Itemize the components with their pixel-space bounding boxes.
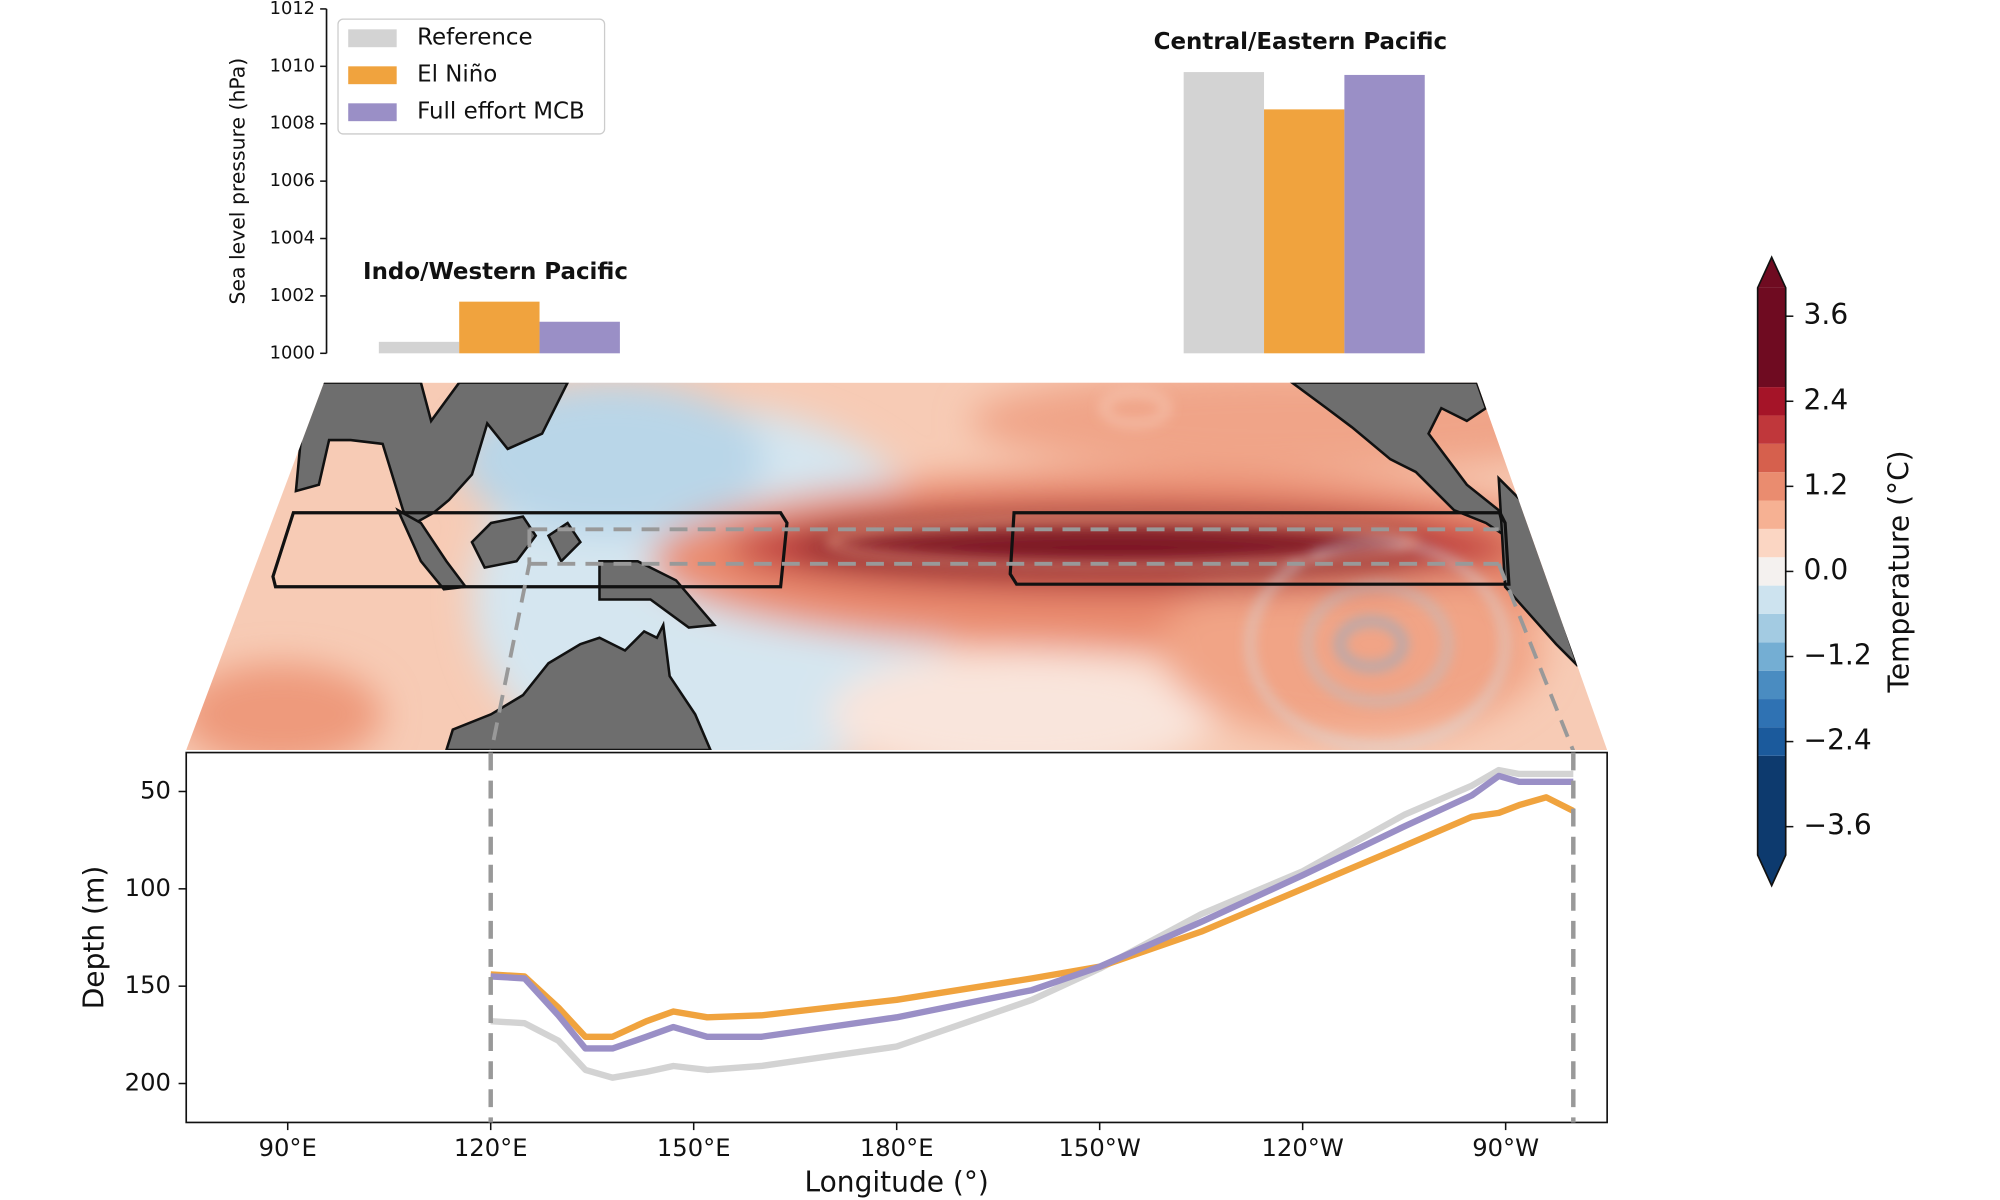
colorbar-band [1757, 699, 1786, 728]
colorbar-extend [1757, 855, 1786, 886]
bar [1264, 109, 1345, 354]
y-tick-label: 1010 [270, 55, 315, 76]
series-line [490, 766, 1574, 1081]
plot-area [185, 751, 1608, 1124]
colorbar-label: Temperature (°C) [1883, 450, 1916, 693]
colorbar-band [1757, 472, 1786, 501]
y-tick-label: 1012 [270, 0, 315, 19]
colorbar-band [1757, 287, 1786, 388]
colorbar-tick-label: 0.0 [1804, 553, 1849, 586]
legend-frame [337, 18, 606, 135]
x-tick-label: 150°W [1059, 1134, 1141, 1162]
x-tick-label: 90°E [259, 1134, 317, 1162]
y-tick-label: 1008 [270, 113, 315, 134]
legend-swatch [348, 29, 397, 48]
colorbar-tick-label: 3.6 [1804, 298, 1849, 331]
y-axis-label: Sea level pressure (hPa) [226, 58, 250, 305]
x-tick-label: 120°W [1262, 1134, 1344, 1162]
colorbar-extend [1757, 257, 1786, 288]
category-label: Indo/Western Pacific [363, 259, 628, 285]
legend: Reference El Niño Full effort MCB [337, 18, 606, 135]
legend-swatch [348, 103, 397, 122]
colorbar-band [1757, 500, 1786, 529]
colorbar-band [1757, 387, 1786, 416]
colorbar-band [1757, 670, 1786, 700]
legend-swatch [348, 66, 397, 85]
colorbar-band [1757, 443, 1786, 473]
legend-label: Full effort MCB [417, 99, 585, 125]
x-tick-label: 90°W [1472, 1134, 1539, 1162]
bar [539, 321, 620, 354]
colorbar-tick-label: 1.2 [1804, 468, 1849, 501]
colorbar-band [1757, 415, 1786, 444]
x-tick-label: 180°E [860, 1134, 934, 1162]
colorbar-band [1757, 585, 1786, 614]
legend-label: Reference [417, 25, 533, 51]
colorbar-band [1757, 755, 1786, 856]
series-line [490, 772, 1574, 1052]
y-axis-label: Depth (m) [78, 866, 111, 1010]
colorbar-tick-label: −3.6 [1804, 809, 1872, 842]
y-tick-label: 100 [125, 874, 171, 902]
map [186, 382, 1608, 751]
y-tick-label: 1004 [270, 228, 315, 249]
transect-box [489, 527, 1576, 751]
colorbar-tick-label: −1.2 [1804, 639, 1872, 672]
colorbar-band [1757, 528, 1786, 558]
x-axis-label: Longitude (°) [805, 1166, 989, 1199]
bar [1183, 72, 1265, 354]
land [294, 382, 1580, 751]
y-tick-label: 1000 [270, 342, 315, 363]
y-tick-label: 1002 [270, 285, 315, 306]
colorbar-tick-label: 2.4 [1804, 383, 1849, 416]
category-label: Central/Eastern Pacific [1154, 29, 1447, 55]
bar [1344, 74, 1425, 354]
bar [378, 341, 460, 354]
colorbar-band [1757, 613, 1786, 643]
y-tick-label: 1006 [270, 170, 315, 191]
colorbar-band [1757, 642, 1786, 671]
y-tick-label: 50 [140, 776, 171, 804]
region-boxes [271, 511, 1511, 589]
colorbar-tick-label: −2.4 [1804, 724, 1872, 757]
bar [459, 301, 540, 354]
x-tick-label: 150°E [657, 1134, 731, 1162]
colorbar-band [1757, 557, 1786, 586]
y-tick-label: 200 [125, 1069, 171, 1097]
legend-label: El Niño [417, 62, 497, 88]
series-line [490, 794, 1575, 1040]
y-tick-label: 150 [125, 971, 171, 999]
x-tick-label: 120°E [454, 1134, 528, 1162]
colorbar-band [1757, 727, 1786, 756]
colorbar-outline [1756, 255, 1787, 888]
